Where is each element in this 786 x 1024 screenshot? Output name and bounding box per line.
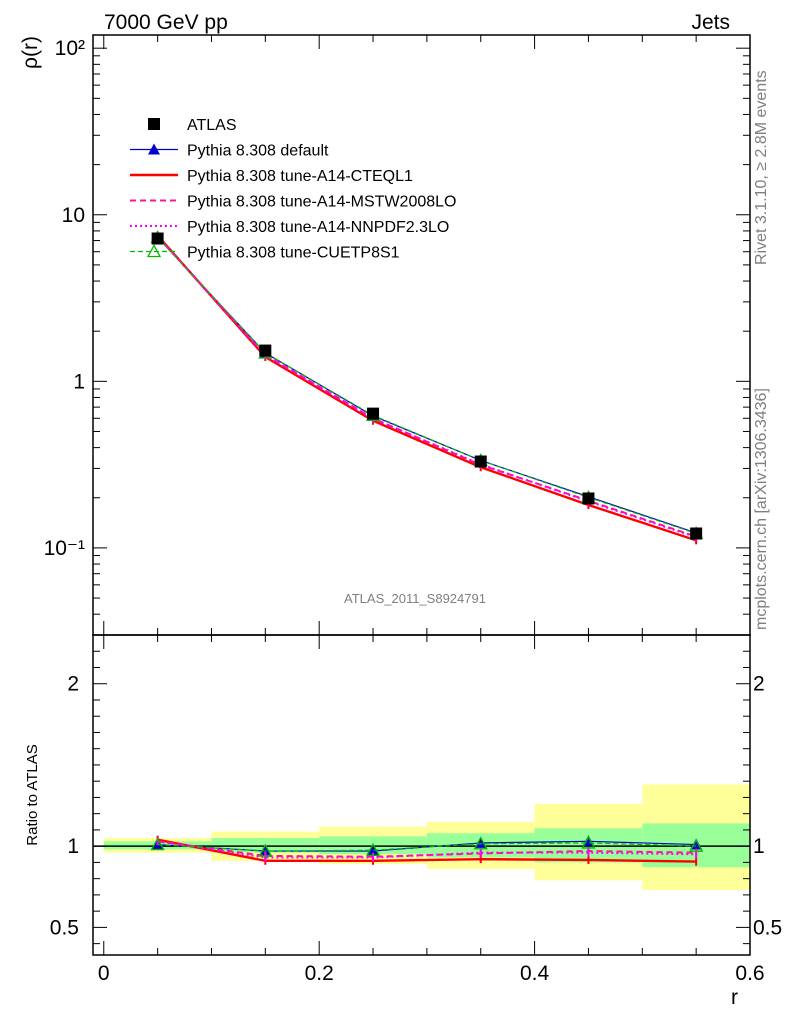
main-y-tick-label: 10⁻¹: [44, 537, 85, 560]
ratio-y-tick-label: 1: [67, 835, 79, 858]
main-series-line: [157, 237, 697, 535]
ratio-y-tick-label-right: 0.5: [753, 916, 782, 939]
atlas-data-point: [367, 407, 380, 420]
atlas-data-point: [582, 492, 595, 505]
ratio-data-point: [581, 835, 596, 849]
legend-label: ATLAS: [187, 117, 237, 134]
ratio-data-point: [258, 843, 273, 857]
ratio-data-point: [689, 838, 704, 852]
atlas-data-point: [259, 344, 272, 357]
main-y-tick-label: 10²: [55, 37, 85, 60]
main-y-axis-label: ρ(r): [19, 36, 42, 69]
source-label: mcplots.cern.ch [arXiv:1306.3436]: [753, 388, 770, 630]
ratio-y-tick-label-right: 1: [753, 835, 765, 858]
main-series-line: [156, 234, 697, 542]
ratio-y-tick-label-right: 2: [753, 673, 765, 696]
x-axis-label: r: [731, 986, 738, 1009]
atlas-data-point: [474, 455, 487, 468]
ratio-series-line: [157, 840, 697, 859]
legend-marker: [148, 118, 160, 130]
ratio-y-tick-label: 0.5: [50, 916, 79, 939]
main-series-line: [156, 235, 697, 538]
ratio-plot-frame: [92, 634, 751, 956]
ratio-data-point: [474, 836, 487, 848]
legend-label: Pythia 8.308 default: [187, 143, 329, 160]
legend-marker: [146, 244, 162, 258]
main-y-tick-label: 10: [62, 204, 85, 227]
x-tick-label: 0.6: [735, 962, 764, 985]
process-label: Jets: [691, 11, 730, 34]
legend-label: Pythia 8.308 tune-CUETP8S1: [187, 245, 400, 262]
x-tick-label: 0.2: [305, 962, 334, 985]
ratio-plot-area: [93, 784, 750, 891]
main-y-tick-label: 1: [73, 370, 85, 393]
atlas-data-point: [690, 527, 703, 540]
ratio-y-axis-label: Ratio to ATLAS: [24, 744, 41, 845]
ratio-data-point: [473, 836, 488, 850]
ratio-series-line: [157, 842, 697, 852]
rivet-label: Rivet 3.1.10, ≥ 2.8M events: [753, 70, 770, 265]
legend-label: Pythia 8.308 tune-A14-NNPDF2.3LO: [187, 219, 449, 236]
main-plot-area: [150, 230, 704, 545]
legend-marker: [148, 143, 160, 155]
analysis-watermark: ATLAS_2011_S8924791: [344, 591, 486, 606]
legend: ATLAS Pythia 8.308 default Pythia 8.308 tu…: [130, 117, 456, 262]
x-tick-label: 0: [98, 962, 110, 985]
atlas-data-point: [151, 232, 164, 245]
ratio-y-tick-label: 2: [67, 673, 79, 696]
beam-label: 7000 GeV pp: [104, 11, 228, 34]
main-series-line: [157, 237, 697, 534]
legend-label: Pythia 8.308 tune-A14-MSTW2008LO: [187, 194, 456, 211]
ratio-series-line: [157, 838, 697, 863]
ratio-data-point: [367, 845, 380, 857]
main-series-line: [156, 235, 697, 539]
ratio-data-point: [150, 837, 165, 851]
x-tick-label: 0.4: [520, 962, 550, 985]
legend-label: Pythia 8.308 tune-A14-CTEQL1: [187, 168, 413, 185]
ratio-data-point: [365, 842, 381, 856]
